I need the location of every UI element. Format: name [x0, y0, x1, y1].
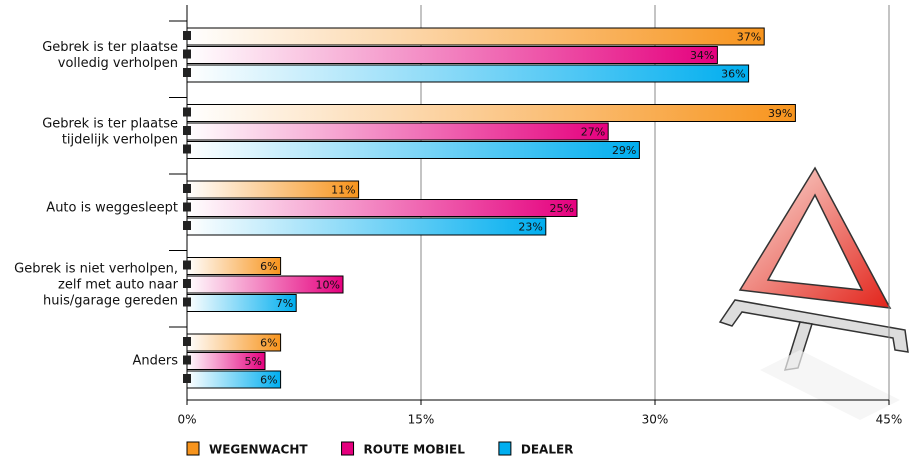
legend-label: WEGENWACHT [209, 443, 308, 457]
bar-marker [183, 279, 191, 288]
value-label: 6% [260, 374, 277, 387]
value-label: 27% [581, 126, 605, 139]
value-label: 25% [550, 202, 574, 215]
x-tick-label: 30% [642, 413, 669, 427]
bar [187, 105, 795, 122]
bar [187, 218, 546, 235]
legend-swatch [342, 442, 354, 455]
legend-swatch [499, 442, 511, 455]
value-label: 29% [612, 144, 636, 157]
value-label: 6% [260, 260, 277, 273]
bar [187, 28, 764, 45]
value-label: 37% [737, 31, 761, 44]
bar-marker [183, 184, 191, 193]
bar-marker [183, 221, 191, 230]
bar-marker [183, 50, 191, 59]
chart: 0% 15% 30% 45% Gebrek is ter plaatsevolledig… [0, 0, 910, 459]
value-label: 23% [518, 221, 542, 234]
bar-marker [183, 31, 191, 40]
value-label: 39% [768, 107, 792, 120]
bar [187, 142, 639, 159]
bar [187, 200, 577, 217]
bar-marker [183, 126, 191, 135]
y-tick-label: Auto is weggesleept [46, 201, 178, 216]
y-tick-label: Anders [133, 354, 179, 369]
legend-label: DEALER [521, 443, 574, 457]
bar-marker [183, 261, 191, 270]
bar [187, 47, 717, 64]
x-tick-label: 0% [177, 413, 196, 427]
y-tick-label: Gebrek is niet verholpen,zelf met auto n… [14, 261, 179, 308]
value-label: 7% [276, 297, 293, 310]
warning-triangle [720, 168, 908, 420]
value-label: 6% [260, 337, 277, 350]
bar [187, 123, 608, 140]
bar-marker [183, 374, 191, 383]
legend-swatch [187, 442, 199, 455]
value-label: 5% [245, 355, 262, 368]
bar-marker [183, 68, 191, 77]
legend-label: ROUTE MOBIEL [364, 443, 466, 457]
value-label: 10% [316, 279, 340, 292]
bar-marker [183, 356, 191, 365]
bar-marker [183, 203, 191, 212]
bar-marker [183, 337, 191, 346]
bar-marker [183, 108, 191, 117]
value-label: 34% [690, 49, 714, 62]
bar-marker [183, 298, 191, 307]
x-tick-label: 15% [408, 413, 435, 427]
x-tick-label: 45% [876, 413, 903, 427]
bar [187, 65, 749, 82]
bar-marker [183, 145, 191, 154]
value-label: 11% [331, 184, 355, 197]
value-label: 36% [721, 68, 745, 81]
